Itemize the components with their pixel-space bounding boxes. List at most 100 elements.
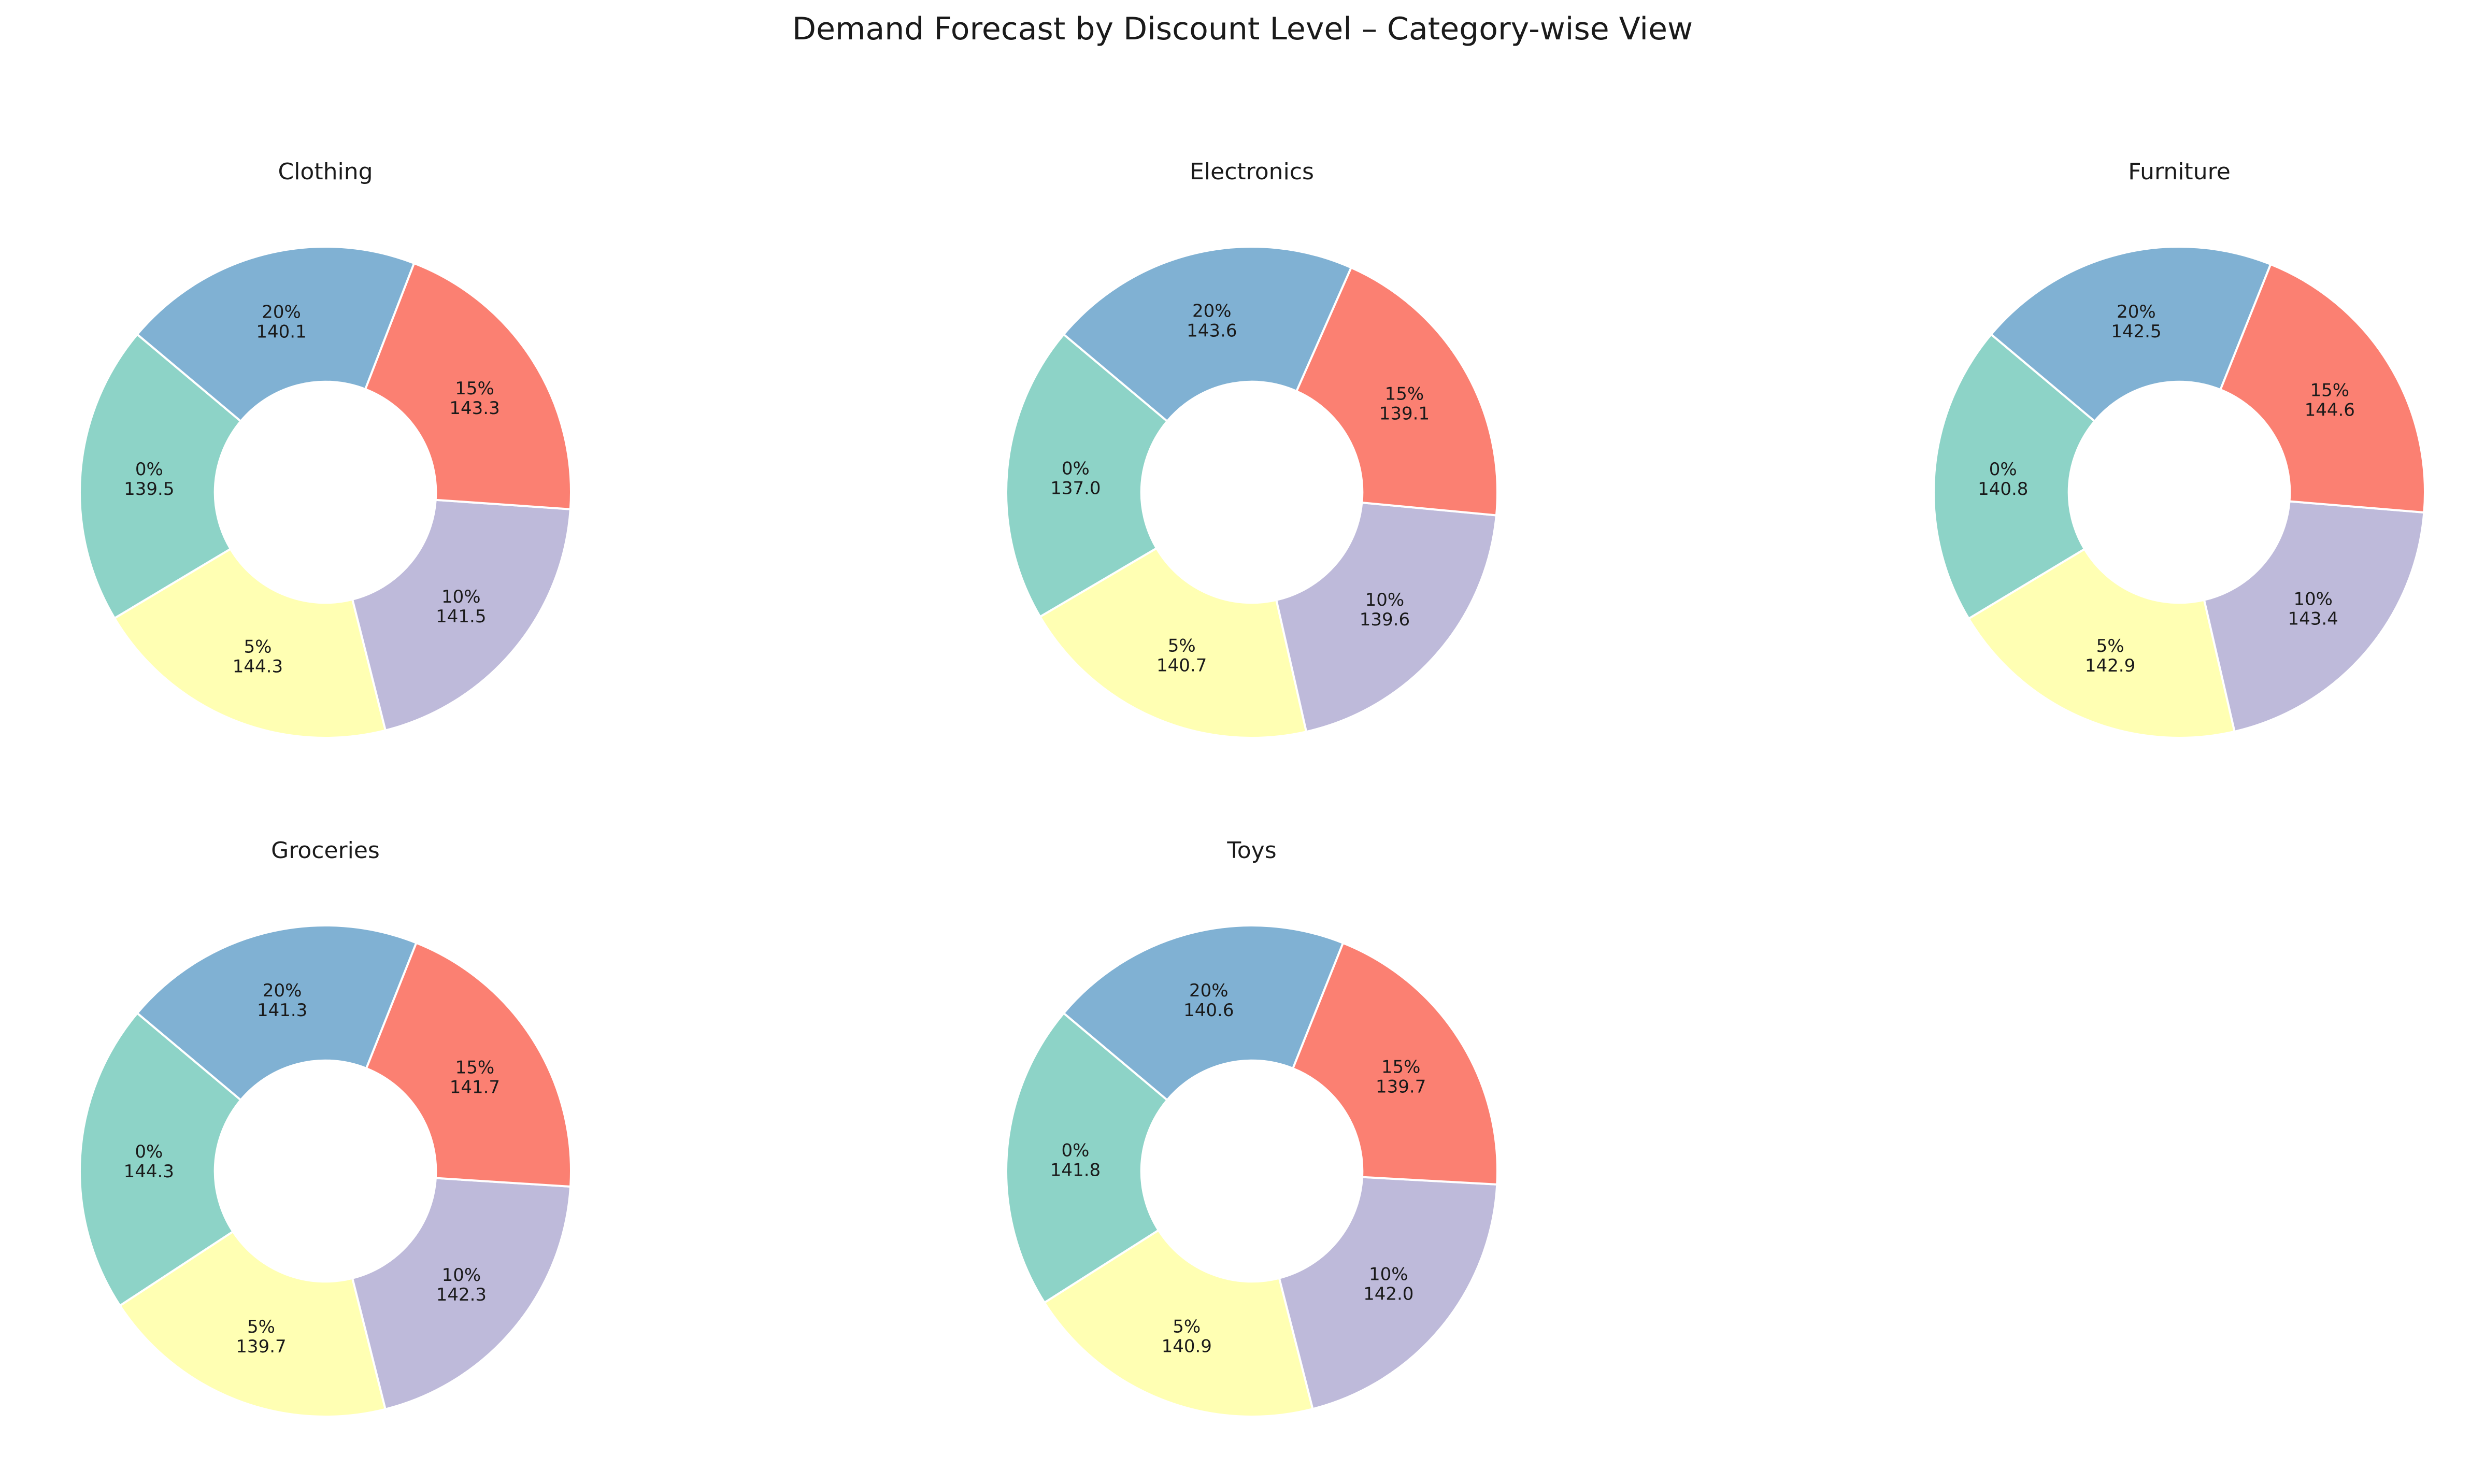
slice-label: 5% 142.9 xyxy=(2085,636,2135,676)
slice-value-label: 139.6 xyxy=(1360,609,1410,630)
slice-category-label: 5% xyxy=(1173,1316,1201,1337)
slice-category-label: 0% xyxy=(135,1141,163,1162)
slice-15pct xyxy=(365,941,572,1188)
slice-category-label: 15% xyxy=(455,378,494,399)
slice-5pct xyxy=(113,547,387,739)
slice-label: 10% 142.0 xyxy=(1363,1264,1413,1305)
chart-title: Clothing xyxy=(278,159,373,185)
donut-chart-groceries: Groceries 0% 144.3 5% 139.7 10% 142.3 15% 141.7 2… xyxy=(79,837,572,1418)
figure-title: Demand Forecast by Discount Level – Cate… xyxy=(792,11,1693,47)
slice-5pct xyxy=(1038,547,1308,739)
slice-value-label: 141.5 xyxy=(436,606,486,627)
slice-value-label: 142.3 xyxy=(436,1285,487,1305)
chart-title: Electronics xyxy=(1190,159,1314,185)
slice-label: 0% 139.5 xyxy=(124,459,174,500)
donut-chart-furniture: Furniture 0% 140.8 5% 142.9 10% 143.4 15% 144.6 2… xyxy=(1933,159,2426,739)
slice-value-label: 143.6 xyxy=(1187,321,1237,341)
slice-label: 0% 140.8 xyxy=(1978,459,2028,500)
slice-category-label: 20% xyxy=(263,980,302,1001)
slice-category-label: 0% xyxy=(1061,1140,1089,1161)
slice-category-label: 20% xyxy=(1192,301,1232,322)
slice-value-label: 140.8 xyxy=(1978,479,2028,500)
slice-category-label: 10% xyxy=(2293,589,2333,609)
slice-0pct xyxy=(79,1011,242,1307)
slice-label: 10% 142.3 xyxy=(436,1265,487,1305)
slice-value-label: 139.5 xyxy=(124,479,174,500)
slice-category-label: 5% xyxy=(247,1317,275,1337)
slice-value-label: 141.8 xyxy=(1050,1160,1101,1180)
slice-0pct xyxy=(1005,1011,1169,1304)
slice-label: 15% 144.6 xyxy=(2305,380,2355,421)
slice-value-label: 137.0 xyxy=(1050,478,1101,499)
slice-value-label: 139.1 xyxy=(1379,403,1430,424)
slice-label: 5% 140.9 xyxy=(1162,1316,1212,1357)
slice-0pct xyxy=(1933,333,2096,620)
donut-chart-clothing: Clothing 0% 139.5 5% 144.3 10% 141.5 15% 143.3 20… xyxy=(79,159,572,739)
slice-10pct xyxy=(351,498,572,732)
slice-5pct xyxy=(1043,1229,1314,1418)
slice-label: 10% 141.5 xyxy=(436,587,486,627)
slice-label: 20% 140.1 xyxy=(256,302,306,342)
slice-10pct xyxy=(2203,500,2425,733)
slice-label: 5% 139.7 xyxy=(236,1317,286,1357)
slice-20pct xyxy=(1062,246,1353,423)
slice-value-label: 139.7 xyxy=(236,1336,286,1357)
slice-15pct xyxy=(1291,941,1498,1186)
slice-0pct xyxy=(79,333,242,620)
slice-category-label: 20% xyxy=(1189,980,1229,1001)
slice-label: 0% 137.0 xyxy=(1050,459,1101,499)
slice-label: 5% 144.3 xyxy=(233,636,283,677)
slice-category-label: 10% xyxy=(441,587,481,607)
slice-label: 0% 141.8 xyxy=(1050,1140,1101,1180)
slice-value-label: 142.0 xyxy=(1363,1284,1413,1305)
slice-20pct xyxy=(1062,924,1345,1102)
slice-value-label: 144.6 xyxy=(2305,400,2355,421)
slice-value-label: 143.4 xyxy=(2288,608,2338,629)
slice-category-label: 10% xyxy=(1365,590,1405,610)
slice-category-label: 0% xyxy=(1989,459,2017,480)
slice-5pct xyxy=(1967,548,2236,739)
slice-label: 15% 139.7 xyxy=(1376,1057,1426,1097)
slice-value-label: 140.7 xyxy=(1156,655,1207,676)
slice-20pct xyxy=(1990,246,2272,423)
slice-label: 10% 143.4 xyxy=(2288,589,2338,629)
slice-value-label: 139.7 xyxy=(1376,1076,1426,1097)
slice-label: 20% 142.5 xyxy=(2111,302,2161,342)
slice-label: 5% 140.7 xyxy=(1156,635,1207,676)
slice-category-label: 5% xyxy=(244,636,272,657)
slice-15pct xyxy=(1295,266,1498,517)
slice-20pct xyxy=(136,246,416,423)
slice-label: 20% 141.3 xyxy=(257,980,307,1021)
slice-label: 15% 141.7 xyxy=(450,1058,500,1098)
slice-category-label: 5% xyxy=(2096,636,2124,657)
slice-20pct xyxy=(136,924,418,1102)
chart-title: Groceries xyxy=(271,837,380,864)
slice-value-label: 142.9 xyxy=(2085,655,2135,676)
chart-title: Toys xyxy=(1226,837,1276,864)
slice-15pct xyxy=(2219,263,2426,514)
slice-value-label: 140.9 xyxy=(1162,1336,1212,1357)
slice-label: 15% 143.3 xyxy=(449,378,499,419)
slice-category-label: 10% xyxy=(442,1265,481,1286)
slice-10pct xyxy=(351,1177,572,1411)
slice-value-label: 140.6 xyxy=(1183,1000,1234,1021)
slice-label: 20% 143.6 xyxy=(1187,301,1237,341)
slice-category-label: 15% xyxy=(1381,1057,1421,1077)
slice-category-label: 10% xyxy=(1369,1264,1408,1285)
slice-value-label: 143.3 xyxy=(449,398,499,419)
chart-title: Furniture xyxy=(2128,159,2231,185)
slice-category-label: 20% xyxy=(262,302,301,322)
slice-category-label: 5% xyxy=(1168,635,1196,656)
slice-label: 10% 139.6 xyxy=(1360,590,1410,630)
slice-value-label: 144.3 xyxy=(233,656,283,677)
slice-category-label: 20% xyxy=(2117,302,2156,322)
slice-value-label: 144.3 xyxy=(124,1161,174,1182)
slice-label: 20% 140.6 xyxy=(1183,980,1234,1021)
slice-category-label: 15% xyxy=(2310,380,2349,401)
slice-value-label: 141.7 xyxy=(450,1077,500,1098)
